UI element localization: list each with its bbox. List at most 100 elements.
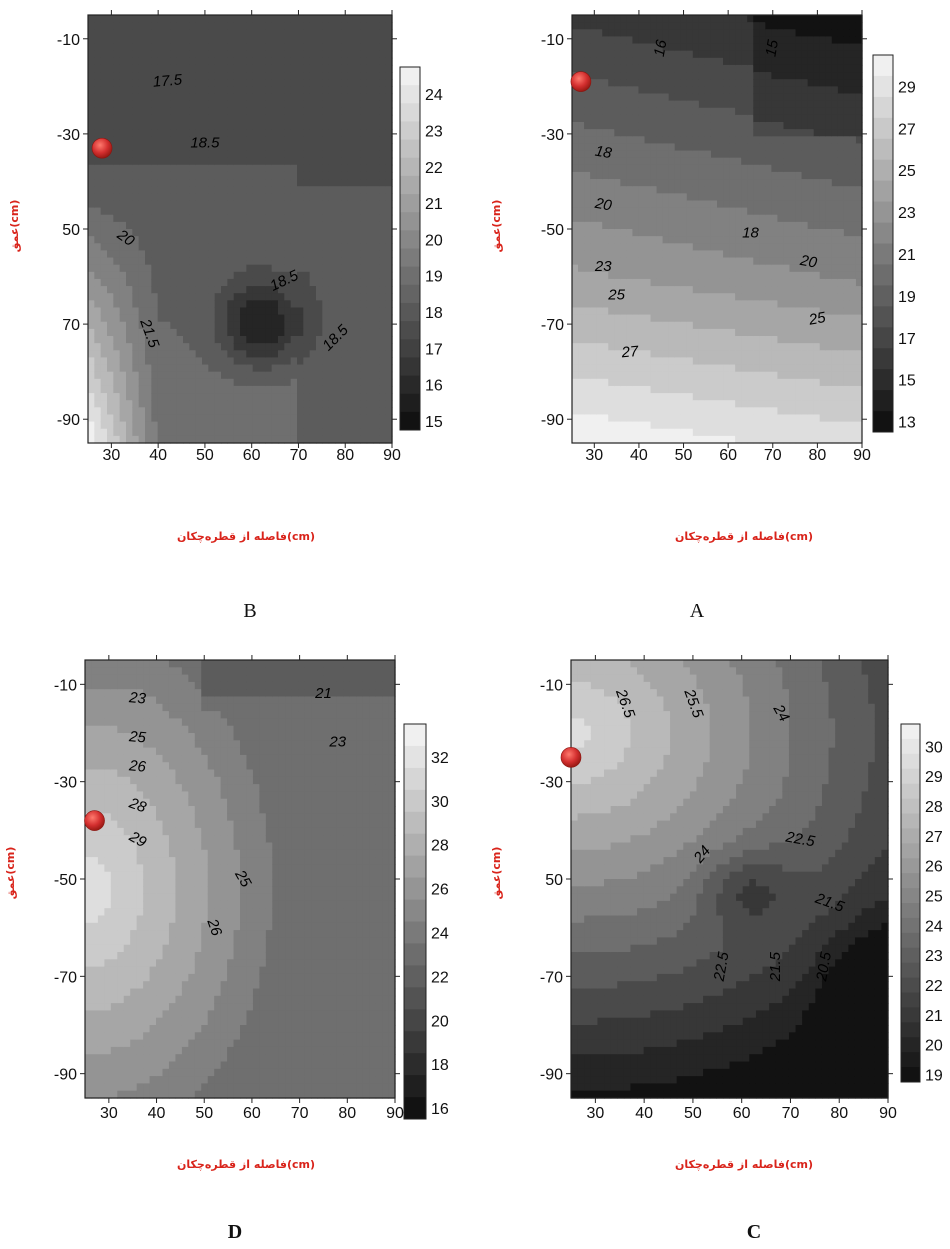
panel-letter: B [243, 600, 256, 622]
colorbar-c: 30 29 28 27 26 25 24 23 22 21 20 19 [900, 723, 943, 1085]
y-axis-title: عمق(cm) [490, 200, 503, 253]
colorbar-tick-label: 24 [925, 918, 943, 935]
colorbar-tick-label: 16 [425, 378, 443, 395]
colorbar-d: 32 30 28 26 24 22 20 18 16 [403, 723, 449, 1120]
x-tick-label: 90 [853, 447, 871, 464]
panel-letter: A [690, 600, 705, 622]
y-tick-label: -30 [54, 775, 77, 792]
colorbar-tick-label: 22 [425, 160, 443, 177]
y-tick-label: -70 [540, 969, 563, 986]
contour-label: 28 [126, 794, 149, 816]
colorbar-tick-label: 15 [898, 373, 916, 390]
contour-label: 20 [798, 252, 819, 272]
colorbar-tick-label: 23 [898, 205, 916, 222]
x-tick-label: 80 [830, 1105, 848, 1122]
colorbar-tick-label: 32 [431, 750, 449, 767]
contour-label: 22.5 [783, 828, 816, 850]
y-tick-label: -30 [541, 127, 564, 144]
x-axis-title: فاصله از قطره‌چکان(cm) [177, 1158, 315, 1171]
contour-label: 18.5 [190, 134, 220, 151]
x-tick-label: 80 [808, 447, 826, 464]
x-tick-label: 60 [243, 1105, 261, 1122]
panel-a: 30 40 50 60 70 80 90 -10 -30 -50 -70 -90 16 15 18 20 18 2… [490, 10, 916, 622]
colorbar-tick-label: 13 [898, 415, 916, 432]
x-tick-label: 50 [675, 447, 693, 464]
colorbar-tick-label: 24 [425, 87, 443, 104]
colorbar-tick-label: 23 [425, 124, 443, 141]
colorbar-tick-label: 18 [431, 1057, 449, 1074]
contour-label: 26 [127, 757, 147, 776]
x-tick-label: 60 [243, 447, 261, 464]
colorbar-tick-label: 21 [925, 1008, 943, 1025]
x-tick-label: 70 [782, 1105, 800, 1122]
x-tick-label: 90 [386, 1105, 404, 1122]
contour-fill-c [571, 660, 889, 1099]
x-tick-label: 80 [338, 1105, 356, 1122]
colorbar-tick-label: 24 [431, 925, 449, 942]
colorbar-tick-label: 28 [925, 799, 943, 816]
contour-fill-d [85, 660, 396, 1099]
colorbar-tick-label: 17 [425, 341, 443, 358]
colorbar-tick-label: 19 [898, 289, 916, 306]
x-tick-label: 70 [290, 447, 308, 464]
emitter-marker [91, 137, 113, 159]
colorbar-tick-label: 25 [925, 889, 943, 906]
colorbar-tick-label: 23 [925, 948, 943, 965]
y-tick-label: 50 [62, 222, 80, 239]
contour-fill-a [572, 15, 863, 444]
contour-label: 16 [651, 38, 671, 58]
contour-fill-b [88, 15, 393, 444]
colorbar-tick-label: 17 [898, 331, 916, 348]
x-tick-label: 60 [719, 447, 737, 464]
x-tick-label: 30 [585, 447, 603, 464]
contour-label: 25 [807, 309, 828, 329]
x-tick-label: 30 [102, 447, 120, 464]
x-tick-label: 30 [586, 1105, 604, 1122]
y-tick-label: -30 [540, 775, 563, 792]
y-tick-label: 70 [62, 317, 80, 334]
panel-d: 30 40 50 60 70 80 90 -10 -30 -50 -70 -90 23 21 25 23 26 2… [4, 655, 449, 1243]
y-tick-label: -90 [54, 1067, 77, 1084]
y-tick-label: -50 [54, 872, 77, 889]
colorbar-tick-label: 21 [425, 196, 443, 213]
y-tick-label: -90 [541, 412, 564, 429]
y-tick-label: -70 [54, 969, 77, 986]
y-axis-title: عمق(cm) [490, 847, 503, 900]
contour-label: 20 [593, 195, 614, 215]
colorbar-tick-label: 30 [431, 794, 449, 811]
panel-letter: C [747, 1221, 761, 1243]
colorbar-tick-label: 22 [925, 978, 943, 995]
y-tick-label: -10 [540, 677, 563, 694]
x-tick-label: 50 [195, 1105, 213, 1122]
x-axis-title: فاصله از قطره‌چکان(cm) [675, 530, 813, 543]
contour-label: 23 [127, 689, 147, 708]
x-tick-label: 80 [336, 447, 354, 464]
y-tick-label: -30 [57, 127, 80, 144]
colorbar-a: 29 27 25 23 21 19 17 15 13 [872, 54, 916, 433]
colorbar-tick-label: 26 [925, 859, 943, 876]
y-tick-label: -10 [54, 677, 77, 694]
x-tick-label: 50 [684, 1105, 702, 1122]
colorbar-tick-label: 26 [431, 882, 449, 899]
colorbar-tick-label: 29 [925, 769, 943, 786]
contour-label: 25 [231, 866, 255, 890]
contour-label: 29 [125, 828, 149, 852]
y-tick-label: -10 [57, 32, 80, 49]
emitter-marker [560, 747, 582, 768]
panel-letter: D [228, 1221, 242, 1243]
contour-label: 17.5 [152, 71, 183, 91]
panel-b: 30 40 50 60 70 80 90-10-305070-9017.518.52018.… [8, 10, 443, 622]
contour-label: 26 [203, 916, 225, 939]
contour-label: 20.5 [813, 950, 835, 983]
contour-label: 23 [328, 734, 346, 751]
contour-label: 24 [769, 701, 793, 725]
x-tick-label: 30 [100, 1105, 118, 1122]
colorbar-tick-label: 20 [431, 1013, 449, 1030]
x-tick-label: 90 [383, 447, 401, 464]
x-tick-label: 40 [635, 1105, 653, 1122]
y-tick-label: -10 [541, 32, 564, 49]
contour-label: 27 [620, 343, 640, 362]
colorbar-tick-label: 29 [898, 79, 916, 96]
colorbar-tick-label: 21 [898, 247, 916, 264]
